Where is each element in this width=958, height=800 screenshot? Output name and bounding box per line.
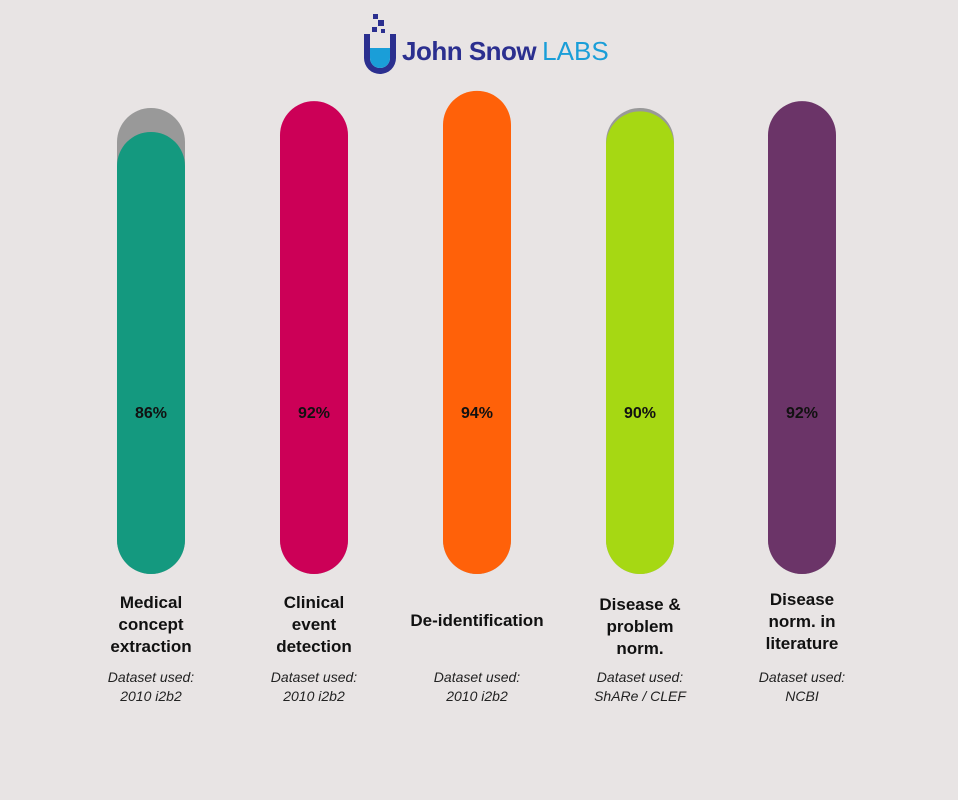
bar-value-label-2: 92% (298, 405, 330, 422)
bar-value-label-1: 86% (135, 405, 167, 422)
dataset-label-1: Dataset used: 2010 i2b2 (107, 669, 195, 704)
bar-3 (443, 90, 511, 574)
dataset-label-3: Dataset used: 2010 i2b2 (433, 669, 521, 704)
logo-flask-icon (364, 14, 396, 74)
category-label-5: Disease norm. in literature (765, 590, 839, 653)
bar-value-label-4: 90% (624, 405, 656, 422)
bar-5 (768, 101, 836, 575)
bar-value-label-5: 92% (786, 405, 818, 422)
bar-2 (280, 101, 348, 575)
logo-wordmark: John Snow LABS (402, 36, 609, 67)
category-label-4: Disease & problem norm. (599, 595, 681, 658)
john-snow-labs-logo: John Snow LABS (360, 14, 620, 76)
category-label-1: Medical concept extraction (110, 593, 192, 656)
bar-4 (606, 111, 674, 575)
brand-name: John Snow (402, 36, 537, 66)
dataset-label-5: Dataset used: NCBI (758, 669, 846, 704)
dataset-label-4: Dataset used: ShARe / CLEF (594, 669, 686, 704)
bar-1 (117, 131, 185, 574)
bar-value-label-3: 94% (461, 405, 493, 422)
category-label-3: De-identification (410, 611, 544, 630)
category-label-2: Clinical event detection (276, 593, 352, 656)
dataset-label-2: Dataset used: 2010 i2b2 (270, 669, 358, 704)
brand-suffix: LABS (542, 36, 609, 66)
